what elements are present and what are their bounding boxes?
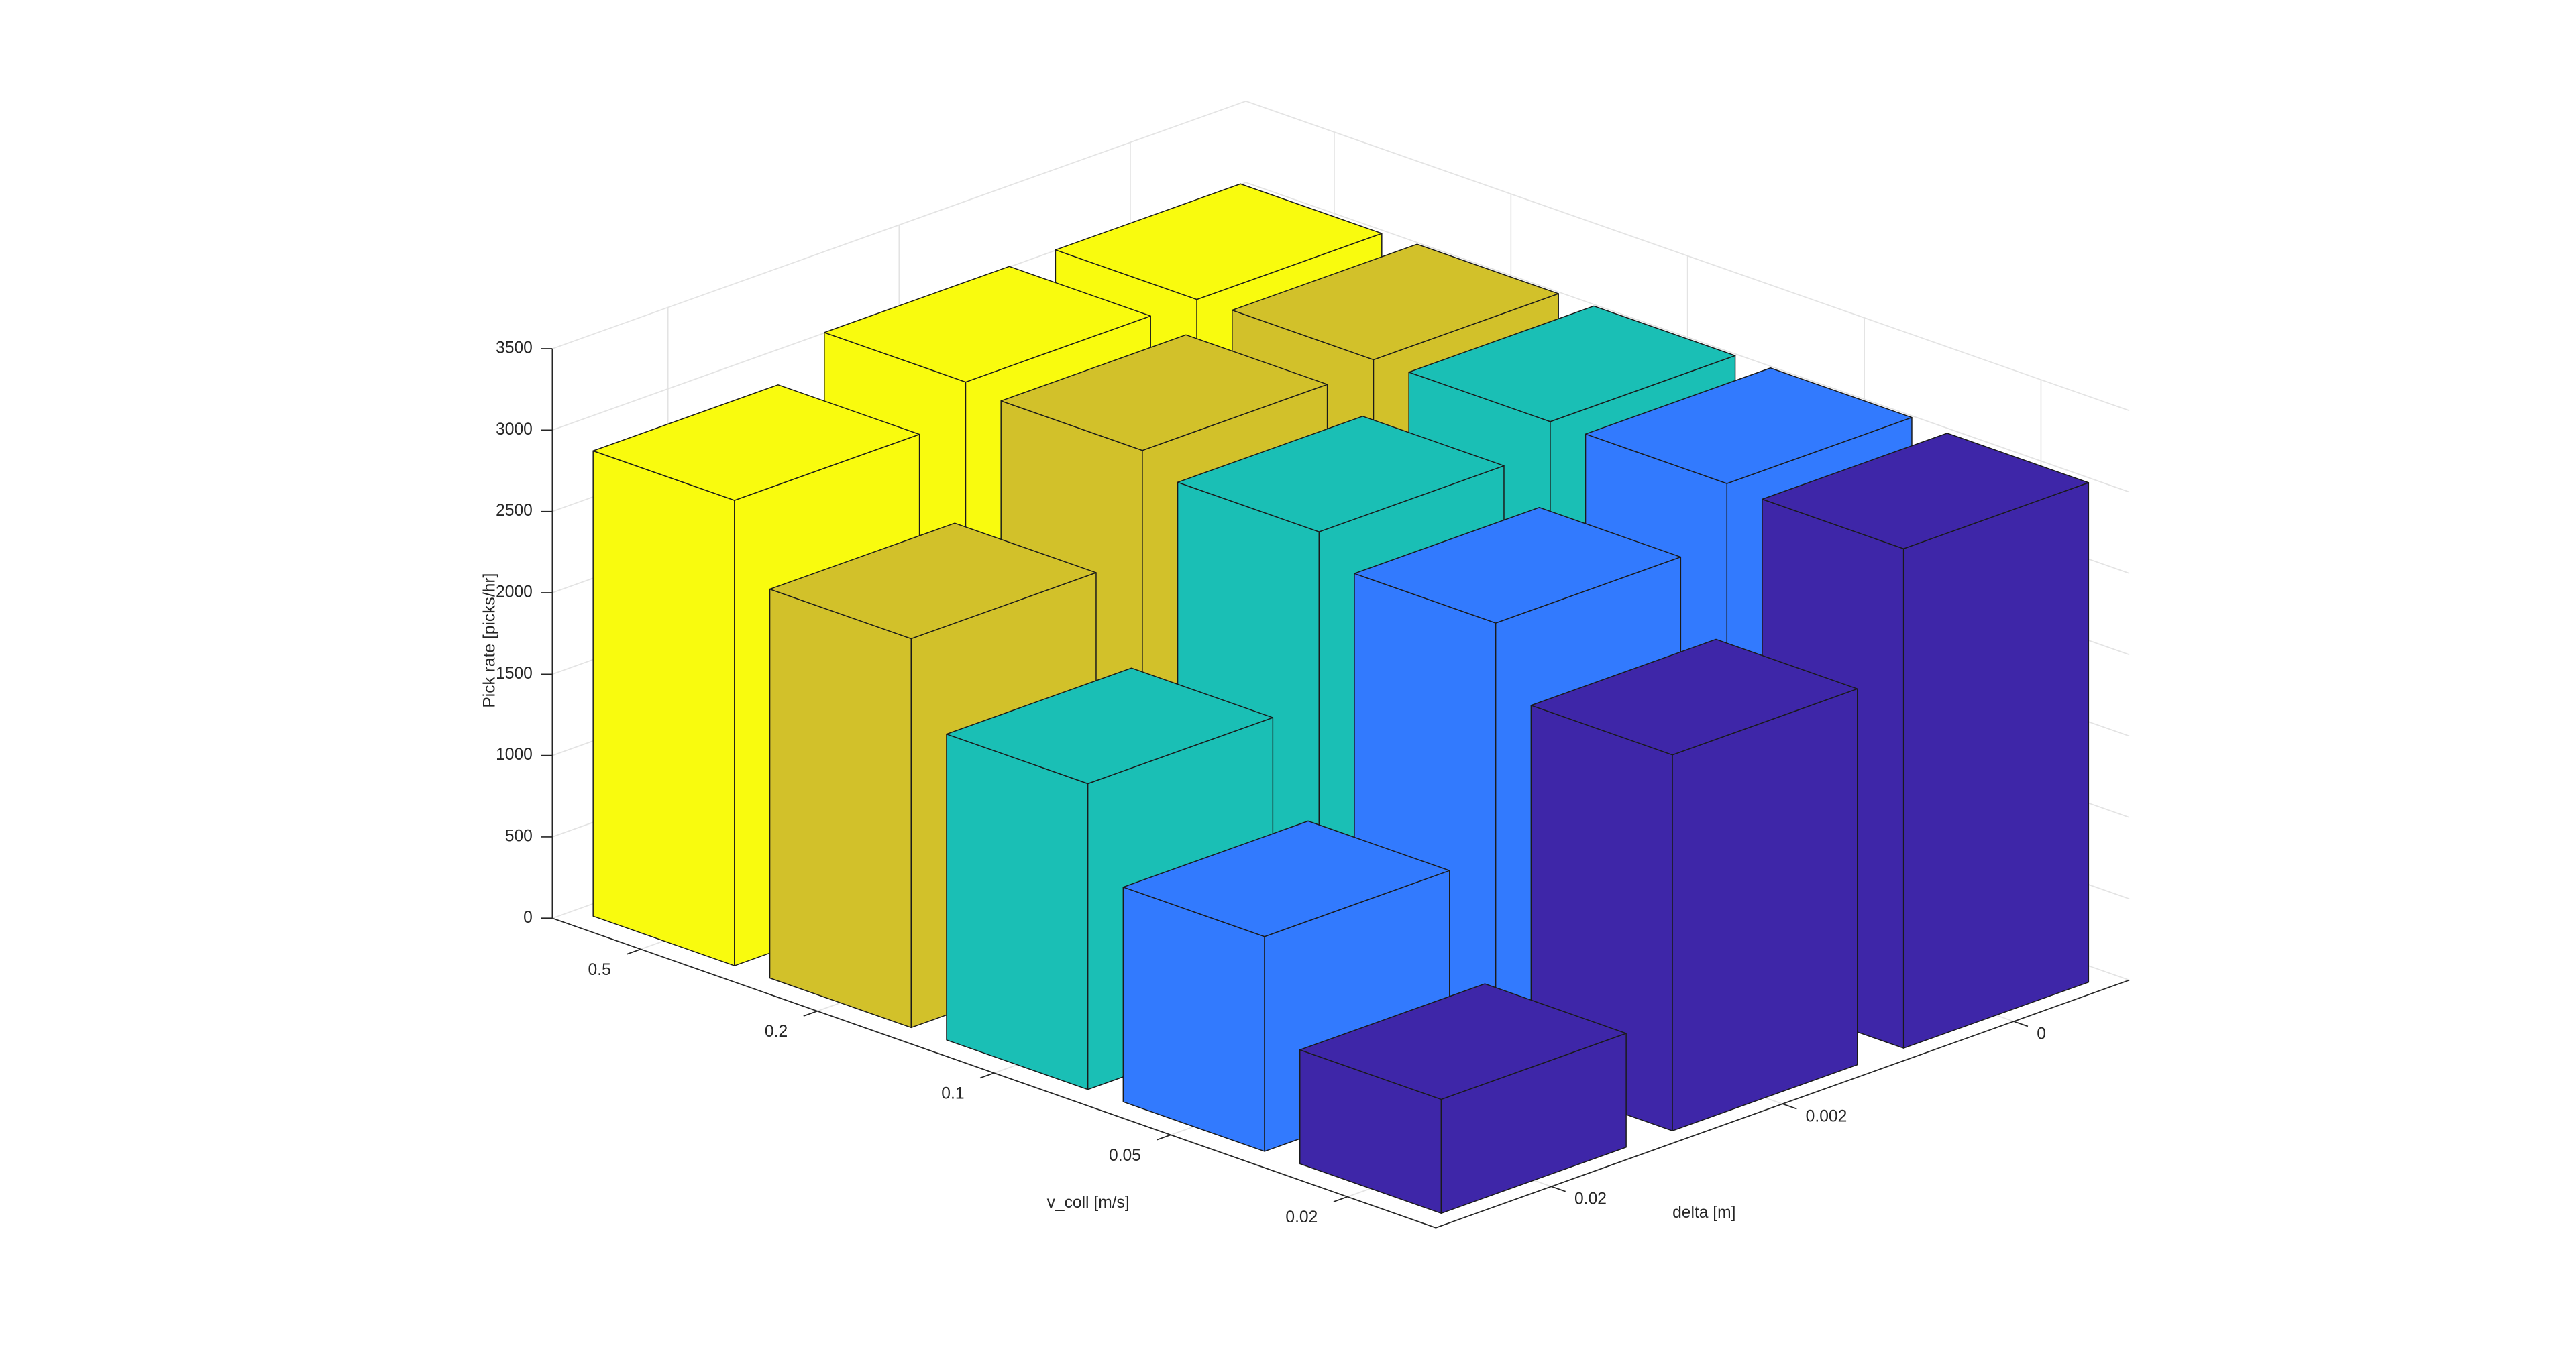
bar-top-face bbox=[1585, 367, 1913, 484]
y-axis-label: delta [m] bbox=[1672, 1204, 1735, 1222]
bar-top-face bbox=[1354, 507, 1682, 624]
bar-front-face bbox=[592, 450, 735, 966]
y-tick bbox=[1782, 1103, 1797, 1110]
y-tick-label: 0.002 bbox=[1806, 1107, 1847, 1125]
bar-top-face bbox=[1762, 433, 2090, 549]
y-tick bbox=[2013, 1021, 2029, 1027]
z-tick-label: 1000 bbox=[496, 746, 533, 764]
x-tick bbox=[803, 1010, 818, 1017]
x-tick-label: 0.5 bbox=[588, 961, 611, 979]
bar-side-face bbox=[1902, 482, 2090, 1049]
x-tick bbox=[1157, 1134, 1171, 1141]
z-tick-label: 2500 bbox=[496, 502, 533, 520]
y-tick bbox=[1551, 1186, 1566, 1192]
z-axis-label: Pick rate [picks/hr] bbox=[481, 573, 499, 708]
bar-side-face bbox=[1672, 688, 1858, 1131]
y-tick-label: 0.02 bbox=[1574, 1190, 1607, 1208]
bar-top-face bbox=[1299, 983, 1627, 1100]
bar-top-face bbox=[1232, 243, 1559, 361]
x-tick-label: 0.2 bbox=[765, 1023, 788, 1041]
x-axis-label: v_coll [m/s] bbox=[1047, 1194, 1130, 1212]
z-tick-label: 3500 bbox=[496, 339, 533, 357]
x-tick-label: 0.05 bbox=[1109, 1147, 1141, 1165]
bar-top-face bbox=[1122, 820, 1450, 937]
bar-top-face bbox=[769, 522, 1097, 640]
z-tick-label: 500 bbox=[505, 827, 533, 845]
x-tick bbox=[1333, 1196, 1348, 1202]
bar-top-face bbox=[824, 266, 1151, 383]
bar-top-face bbox=[946, 667, 1274, 785]
bar-front-face bbox=[946, 733, 1089, 1090]
bar-top-face bbox=[592, 384, 920, 501]
bar-top-face bbox=[1408, 305, 1736, 422]
bar-front-face bbox=[769, 588, 912, 1029]
bar-top-face bbox=[1530, 638, 1858, 756]
x-tick-label: 0.02 bbox=[1285, 1208, 1318, 1227]
y-tick-label: 0 bbox=[2037, 1025, 2046, 1043]
bar-top-face bbox=[1177, 416, 1505, 532]
z-tick-label: 3000 bbox=[496, 420, 533, 439]
x-tick bbox=[627, 948, 641, 955]
z-tick-label: 1500 bbox=[496, 665, 533, 683]
bar-top-face bbox=[1055, 183, 1383, 300]
x-tick-label: 0.1 bbox=[941, 1085, 964, 1103]
bar-top-face bbox=[1000, 334, 1328, 451]
z-tick-label: 0 bbox=[523, 909, 533, 927]
z-tick-label: 2000 bbox=[496, 583, 533, 601]
x-tick bbox=[979, 1072, 995, 1079]
